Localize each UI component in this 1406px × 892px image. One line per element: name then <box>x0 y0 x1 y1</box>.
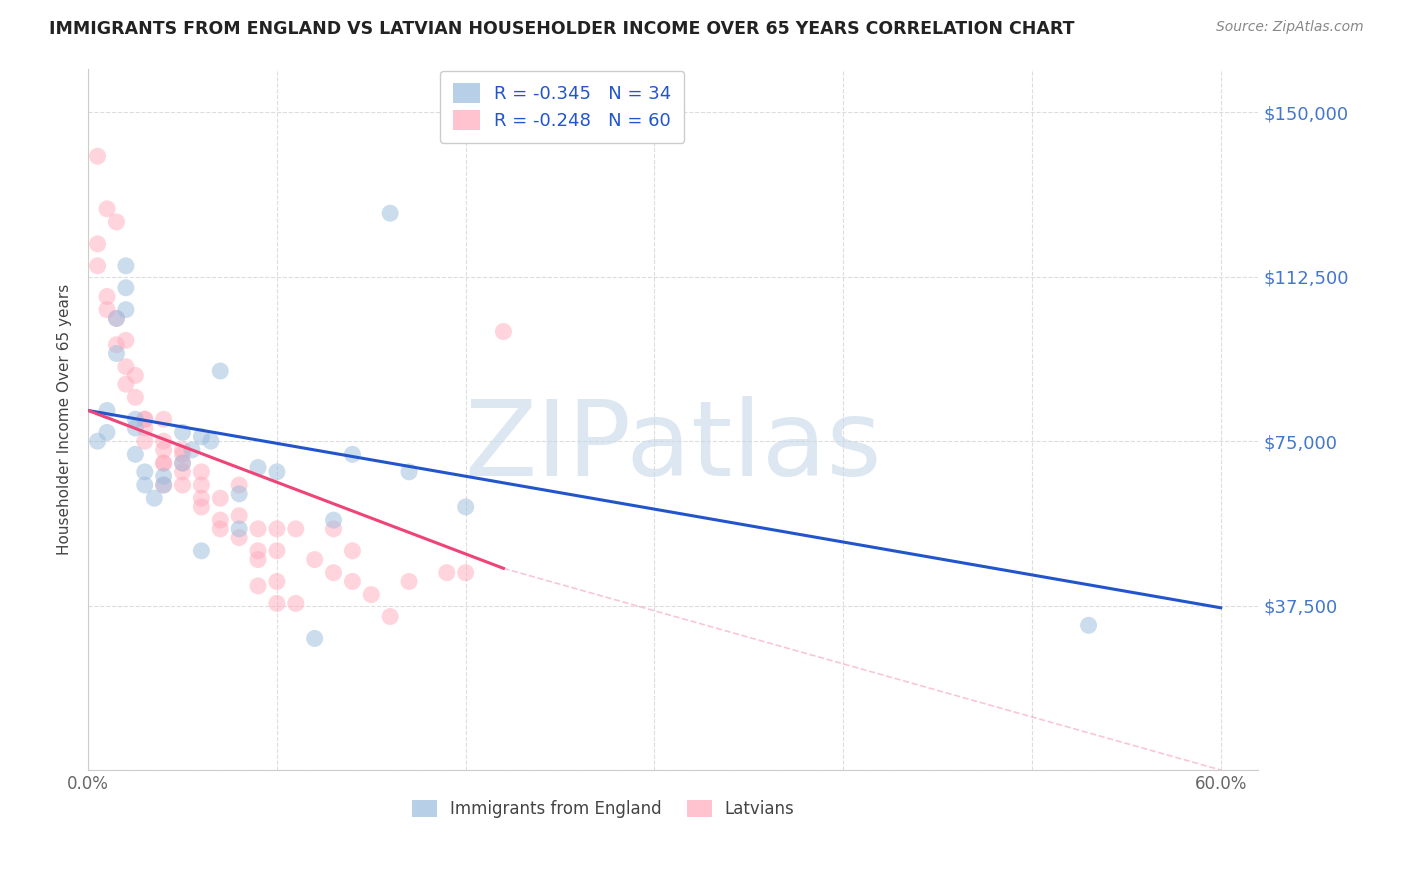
Point <box>86 149 108 163</box>
Point <box>322 566 344 580</box>
Point <box>266 465 288 479</box>
Point <box>172 447 194 461</box>
Point <box>86 236 108 251</box>
Point <box>105 311 128 326</box>
Point <box>124 421 146 435</box>
Point <box>124 368 146 383</box>
Point <box>143 491 166 505</box>
Point <box>152 442 174 457</box>
Point <box>172 465 194 479</box>
Point <box>304 632 326 646</box>
Text: ZIPatlas: ZIPatlas <box>464 396 882 499</box>
Point <box>115 281 138 295</box>
Point <box>398 465 420 479</box>
Point <box>124 390 146 404</box>
Point <box>342 543 364 558</box>
Point <box>360 588 382 602</box>
Point <box>266 596 288 610</box>
Point <box>492 325 515 339</box>
Point <box>190 543 212 558</box>
Point <box>200 434 222 449</box>
Legend: Immigrants from England, Latvians: Immigrants from England, Latvians <box>405 793 801 825</box>
Point <box>134 465 156 479</box>
Point <box>284 596 307 610</box>
Point <box>342 574 364 589</box>
Point <box>247 522 270 536</box>
Point <box>190 465 212 479</box>
Point <box>172 478 194 492</box>
Point <box>1077 618 1099 632</box>
Point <box>152 456 174 470</box>
Point <box>172 456 194 470</box>
Point <box>228 487 250 501</box>
Point <box>152 478 174 492</box>
Point <box>96 425 118 440</box>
Point <box>380 609 402 624</box>
Point <box>228 508 250 523</box>
Point <box>190 478 212 492</box>
Point <box>152 478 174 492</box>
Point <box>105 215 128 229</box>
Point <box>228 478 250 492</box>
Point <box>152 412 174 426</box>
Point <box>152 469 174 483</box>
Point <box>209 513 232 527</box>
Point <box>190 430 212 444</box>
Point <box>209 364 232 378</box>
Point <box>342 447 364 461</box>
Point <box>115 377 138 392</box>
Point <box>266 543 288 558</box>
Point <box>398 574 420 589</box>
Point <box>228 531 250 545</box>
Point <box>115 259 138 273</box>
Point <box>86 434 108 449</box>
Point <box>96 403 118 417</box>
Point <box>172 425 194 440</box>
Point <box>105 311 128 326</box>
Point <box>284 522 307 536</box>
Point <box>454 500 477 514</box>
Point <box>96 302 118 317</box>
Point <box>304 552 326 566</box>
Point <box>134 412 156 426</box>
Point <box>266 522 288 536</box>
Point <box>124 447 146 461</box>
Point <box>134 434 156 449</box>
Point <box>322 522 344 536</box>
Point <box>172 456 194 470</box>
Point <box>322 513 344 527</box>
Point <box>152 456 174 470</box>
Point <box>454 566 477 580</box>
Y-axis label: Householder Income Over 65 years: Householder Income Over 65 years <box>58 284 72 555</box>
Point <box>134 421 156 435</box>
Point <box>190 500 212 514</box>
Point <box>228 522 250 536</box>
Point <box>115 302 138 317</box>
Point <box>247 579 270 593</box>
Text: IMMIGRANTS FROM ENGLAND VS LATVIAN HOUSEHOLDER INCOME OVER 65 YEARS CORRELATION : IMMIGRANTS FROM ENGLAND VS LATVIAN HOUSE… <box>49 20 1074 37</box>
Point <box>181 442 204 457</box>
Point <box>105 337 128 351</box>
Point <box>247 543 270 558</box>
Point <box>96 289 118 303</box>
Point <box>115 359 138 374</box>
Point <box>134 412 156 426</box>
Point <box>380 206 402 220</box>
Text: Source: ZipAtlas.com: Source: ZipAtlas.com <box>1216 20 1364 34</box>
Point <box>266 574 288 589</box>
Point <box>86 259 108 273</box>
Point <box>115 334 138 348</box>
Point <box>105 346 128 360</box>
Point <box>247 460 270 475</box>
Point <box>152 434 174 449</box>
Point <box>436 566 458 580</box>
Point <box>209 491 232 505</box>
Point <box>172 442 194 457</box>
Point <box>247 552 270 566</box>
Point <box>96 202 118 216</box>
Point <box>190 491 212 505</box>
Point <box>124 412 146 426</box>
Point <box>209 522 232 536</box>
Point <box>134 478 156 492</box>
